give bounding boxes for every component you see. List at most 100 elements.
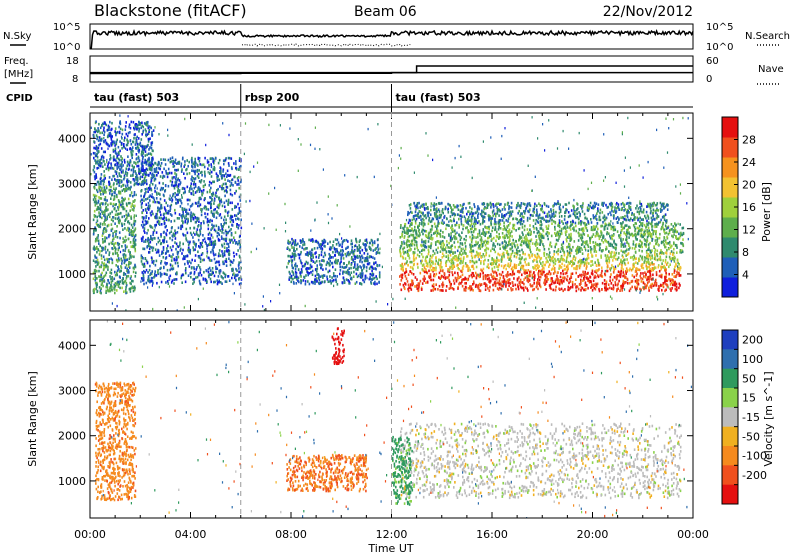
data-cell bbox=[99, 244, 101, 248]
data-cell bbox=[425, 216, 427, 220]
data-cell bbox=[129, 254, 132, 258]
data-cell bbox=[615, 276, 618, 280]
data-cell bbox=[548, 251, 551, 254]
data-cell bbox=[645, 286, 647, 290]
data-cell bbox=[638, 249, 641, 252]
data-cell bbox=[636, 238, 638, 241]
data-cell bbox=[507, 264, 509, 267]
data-cell bbox=[113, 195, 116, 198]
data-cell bbox=[508, 235, 511, 239]
data-cell bbox=[592, 241, 594, 244]
data-cell bbox=[408, 204, 411, 207]
data-cell bbox=[301, 270, 303, 273]
data-cell bbox=[105, 186, 108, 190]
data-cell bbox=[548, 265, 550, 268]
data-cell bbox=[524, 260, 526, 264]
data-cell bbox=[461, 242, 463, 245]
data-cell bbox=[618, 236, 621, 239]
data-cell bbox=[477, 232, 479, 236]
data-cell bbox=[509, 282, 512, 285]
data-cell bbox=[509, 256, 512, 259]
data-cell bbox=[601, 281, 604, 285]
data-cell bbox=[578, 266, 581, 270]
data-cell bbox=[430, 244, 432, 248]
data-cell bbox=[302, 279, 305, 282]
data-cell bbox=[535, 214, 537, 217]
data-cell bbox=[292, 271, 295, 275]
data-cell bbox=[641, 256, 643, 260]
data-cell bbox=[462, 278, 464, 281]
data-cell bbox=[557, 202, 560, 205]
data-cell bbox=[488, 218, 490, 222]
data-cell bbox=[620, 231, 622, 234]
data-cell bbox=[473, 222, 475, 226]
data-cell bbox=[352, 258, 354, 261]
data-cell bbox=[494, 226, 497, 229]
data-cell bbox=[115, 159, 117, 163]
data-cell bbox=[105, 218, 107, 222]
data-cell bbox=[663, 228, 666, 232]
data-cell bbox=[590, 218, 592, 221]
data-cell bbox=[443, 243, 445, 247]
data-cell bbox=[633, 213, 635, 216]
data-cell bbox=[567, 253, 569, 257]
data-cell bbox=[464, 285, 467, 289]
data-cell bbox=[523, 288, 525, 292]
data-cell bbox=[126, 258, 128, 261]
data-cell bbox=[655, 232, 657, 236]
data-cell bbox=[504, 208, 506, 211]
data-cell bbox=[651, 267, 654, 270]
data-cell bbox=[609, 251, 611, 255]
data-cell bbox=[493, 248, 495, 251]
data-cell bbox=[672, 225, 675, 228]
data-cell bbox=[664, 275, 666, 279]
data-cell bbox=[111, 178, 113, 181]
data-cell bbox=[464, 289, 467, 292]
data-cell bbox=[612, 265, 615, 269]
data-cell bbox=[306, 251, 309, 254]
data-cell bbox=[125, 202, 128, 205]
data-cell bbox=[560, 232, 563, 235]
data-cell bbox=[469, 243, 471, 247]
data-cell bbox=[647, 221, 650, 224]
data-cell bbox=[616, 201, 618, 205]
data-cell bbox=[672, 279, 674, 282]
data-cell bbox=[440, 269, 442, 272]
data-cell bbox=[610, 281, 613, 285]
data-cell bbox=[552, 261, 555, 264]
data-cell bbox=[452, 227, 454, 231]
data-cell bbox=[570, 220, 572, 224]
data-cell bbox=[486, 265, 488, 269]
data-cell bbox=[422, 224, 425, 228]
data-cell bbox=[518, 220, 520, 224]
data-cell bbox=[322, 268, 324, 271]
data-cell bbox=[411, 211, 413, 214]
data-cell bbox=[498, 232, 500, 236]
data-cell bbox=[124, 249, 126, 253]
data-cell bbox=[422, 255, 424, 259]
data-cell bbox=[599, 274, 602, 277]
data-cell bbox=[505, 212, 508, 216]
data-cell bbox=[355, 255, 357, 259]
data-cell bbox=[337, 241, 340, 244]
data-cell bbox=[443, 236, 446, 239]
data-cell bbox=[329, 255, 331, 258]
data-cell bbox=[505, 274, 507, 277]
data-cell bbox=[111, 258, 114, 262]
data-cell bbox=[592, 226, 595, 230]
data-cell bbox=[534, 264, 536, 268]
data-cell bbox=[484, 282, 486, 285]
data-cell bbox=[680, 233, 682, 236]
data-cell bbox=[666, 235, 668, 239]
data-cell bbox=[594, 225, 596, 229]
data-cell bbox=[507, 273, 510, 277]
data-cell bbox=[460, 253, 463, 257]
data-cell bbox=[650, 236, 653, 240]
data-cell bbox=[546, 219, 548, 223]
data-cell bbox=[529, 224, 531, 227]
data-cell bbox=[448, 280, 451, 284]
data-cell bbox=[361, 273, 364, 277]
data-cell bbox=[95, 222, 98, 226]
data-cell bbox=[130, 233, 133, 237]
data-cell bbox=[563, 264, 566, 267]
